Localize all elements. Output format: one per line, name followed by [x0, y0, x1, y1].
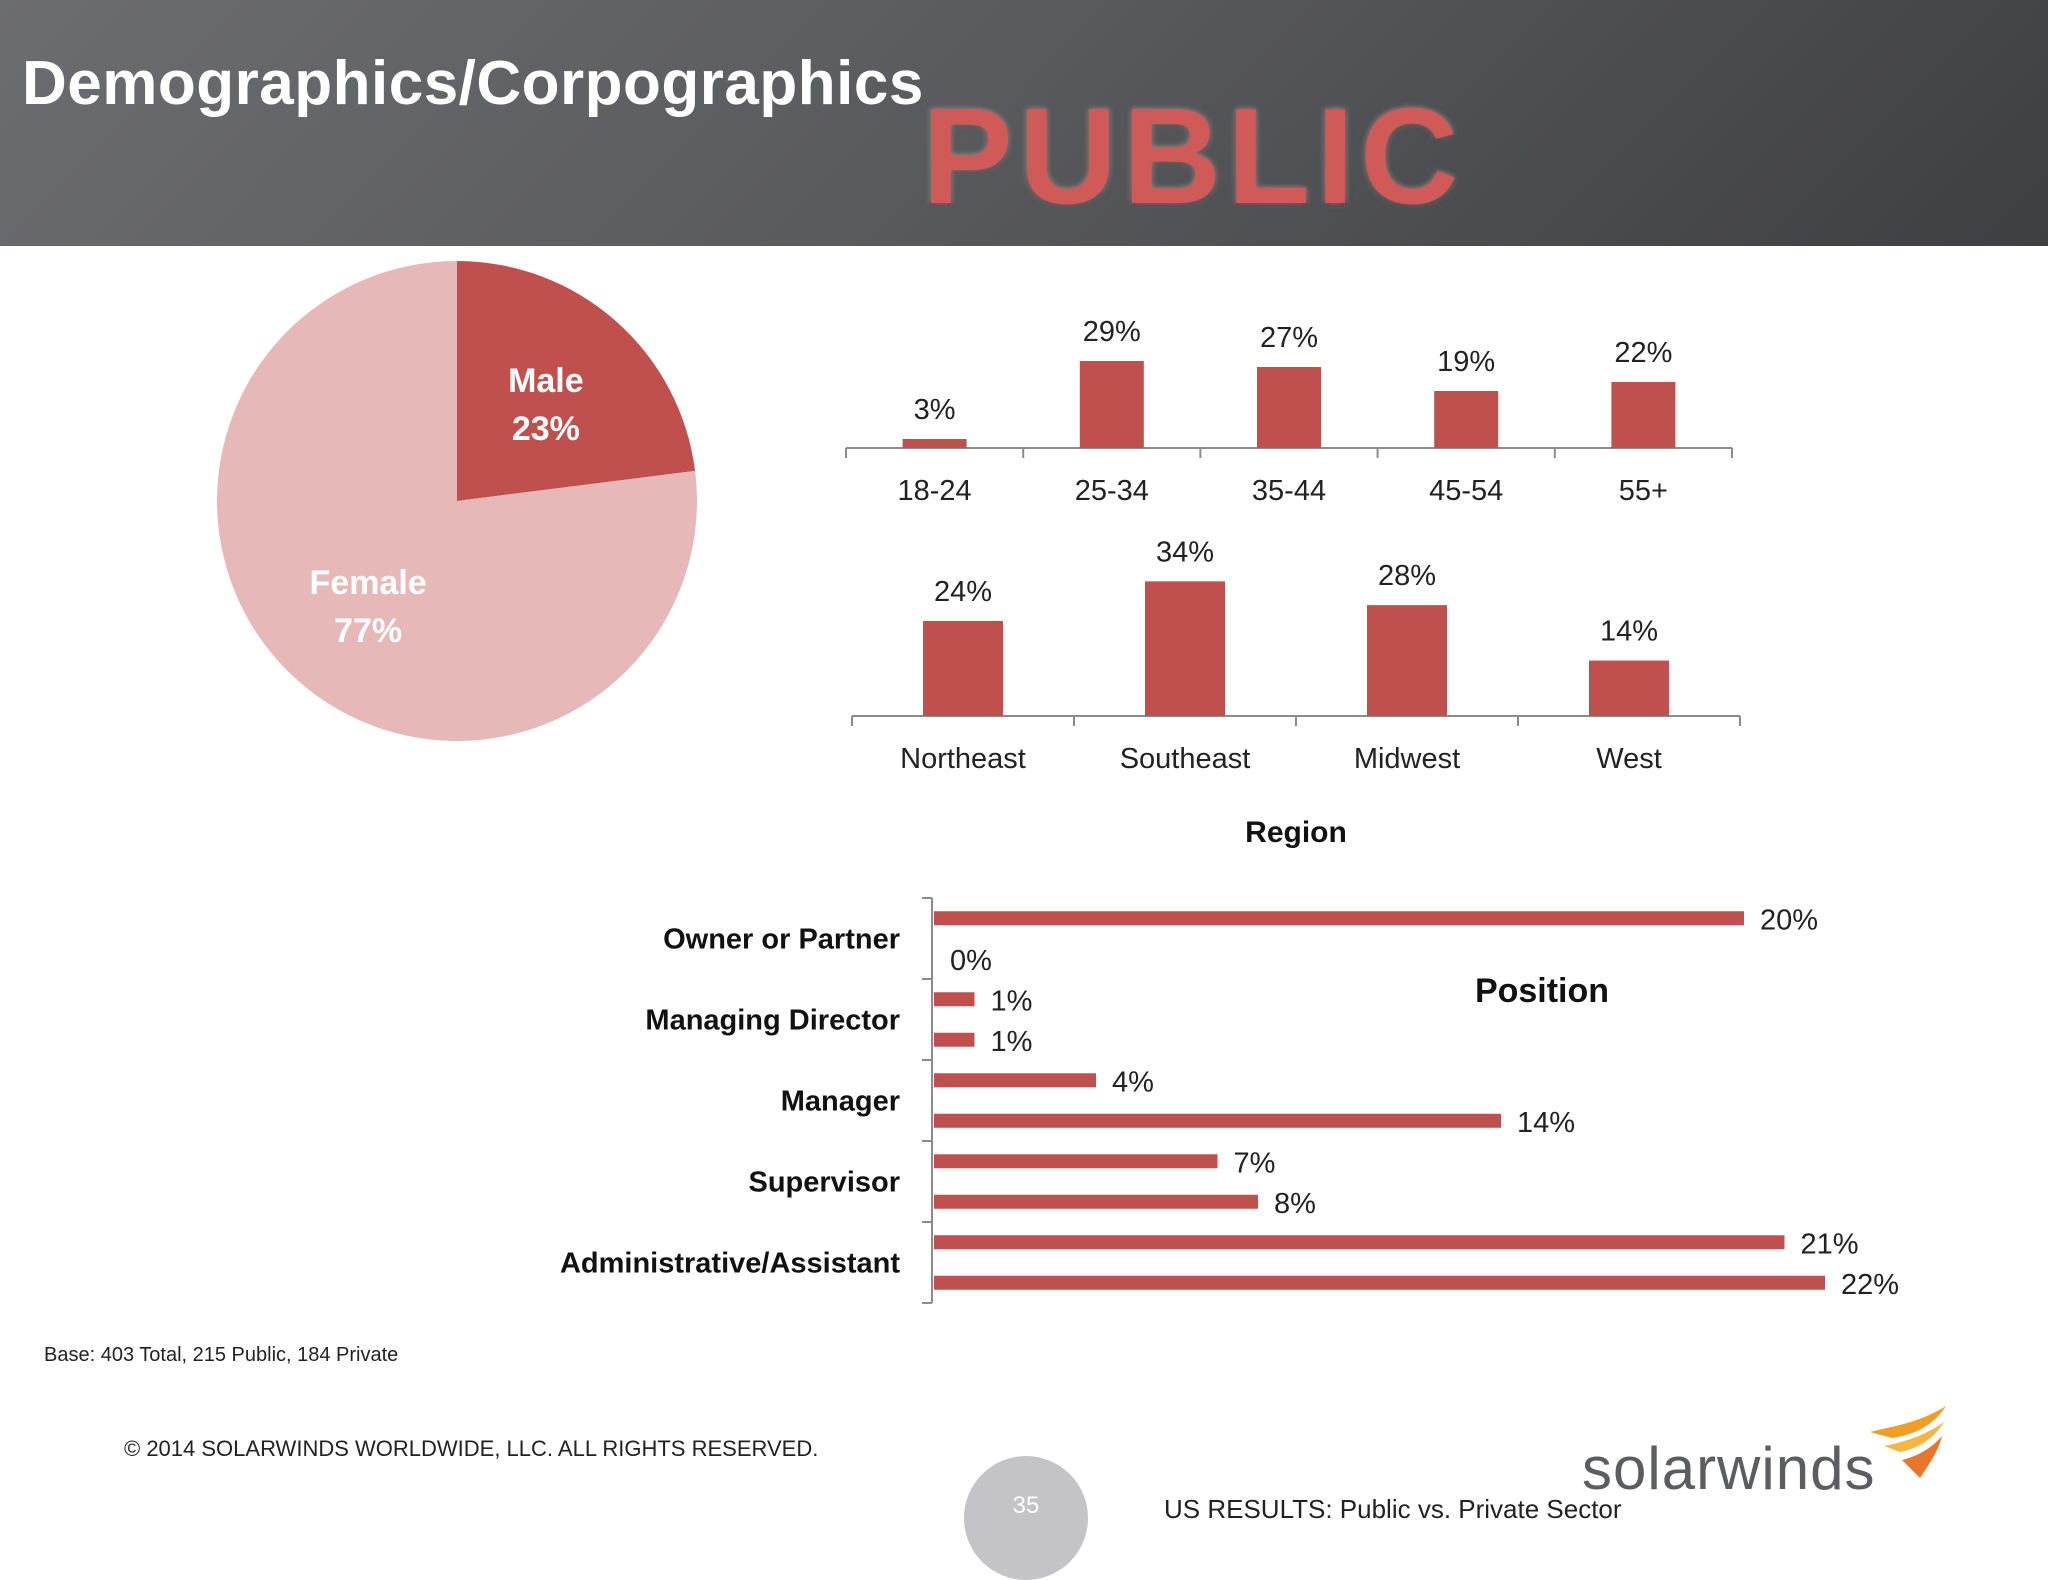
category-label: 18-24: [898, 475, 972, 507]
category-label: West: [1596, 743, 1662, 775]
bar-value-label: 19%: [1437, 346, 1495, 378]
bar: [934, 911, 1744, 926]
header-banner: Demographics/Corpographics PUBLIC SECTOR: [0, 0, 2048, 246]
gender-pie-chart: Male 23% Female 77%: [216, 261, 697, 741]
category-label: Managing Director: [645, 1005, 900, 1037]
bar-value-label: 0%: [950, 945, 992, 977]
bar: [1611, 382, 1676, 448]
category-label: Manager: [781, 1086, 900, 1118]
bar: [934, 1032, 975, 1047]
flame-icon: [1870, 1406, 1946, 1478]
copyright-text: © 2014 SOLARWINDS WORLDWIDE, LLC. ALL RI…: [124, 1436, 819, 1461]
page-number: 35: [1012, 1492, 1040, 1519]
logo-wordmark: solarwinds: [1582, 1435, 1876, 1502]
bar-value-label: 24%: [934, 576, 992, 608]
bar: [934, 1194, 1258, 1209]
bar: [934, 1073, 1096, 1088]
bar-value-label: 22%: [1841, 1269, 1899, 1301]
solarwinds-logo: solarwinds: [1582, 1404, 1952, 1514]
bar: [934, 1235, 1785, 1250]
bar: [1589, 660, 1669, 716]
age-bar-chart: 3% 18-24 29% 25-34 27% 35-44 19% 45-54 22% 55+: [845, 316, 1733, 507]
sector-title: PUBLIC SECTOR: [922, 80, 1516, 246]
chart-title: Position: [1475, 972, 1609, 1010]
bar: [902, 439, 967, 448]
bar-value-label: 22%: [1614, 337, 1672, 369]
position-bar-chart: 20% 0% 1% 1% 4% 14% 7% 8% 21% 22% Owner or Partner…: [560, 897, 1899, 1304]
category-label: 55+: [1619, 475, 1668, 507]
bar-value-label: 1%: [991, 985, 1033, 1017]
bar: [934, 992, 975, 1007]
category-label: 25-34: [1075, 475, 1149, 507]
bar-value-label: 29%: [1083, 316, 1141, 348]
category-label: Owner or Partner: [663, 924, 900, 956]
bar-value-label: 27%: [1260, 322, 1318, 354]
pie-value-female: 77%: [334, 612, 402, 650]
bar-value-label: 20%: [1760, 904, 1818, 936]
bar-value-label: 14%: [1600, 616, 1658, 648]
bar: [1434, 391, 1499, 448]
bar: [934, 1275, 1825, 1290]
category-label: 45-54: [1429, 475, 1503, 507]
pie-slice-female: [216, 261, 697, 741]
category-label: Midwest: [1354, 743, 1460, 775]
bar: [1145, 581, 1225, 716]
chart-title: Region: [1245, 816, 1347, 849]
bar-value-label: 8%: [1274, 1188, 1316, 1220]
pie-label-male: Male: [508, 362, 584, 400]
bar: [934, 1113, 1501, 1128]
bar-value-label: 34%: [1156, 536, 1214, 568]
pie-slice-male: [457, 261, 696, 501]
footer-subtitle: US RESULTS: Public vs. Private Sector: [1164, 1494, 1622, 1524]
bar-value-label: 21%: [1801, 1228, 1859, 1260]
bar: [934, 1154, 1218, 1169]
category-label: Northeast: [900, 743, 1026, 775]
bar-value-label: 3%: [914, 394, 956, 426]
category-label: Southeast: [1120, 743, 1251, 775]
category-label: 35-44: [1252, 475, 1326, 507]
page-title: Demographics/Corpographics: [22, 49, 924, 118]
bar: [1367, 605, 1447, 716]
bar-value-label: 14%: [1517, 1107, 1575, 1139]
region-bar-chart: 24% Northeast 34% Southeast 28% Midwest 14% Wes…: [851, 536, 1741, 849]
bar-value-label: 4%: [1112, 1066, 1154, 1098]
bar: [1257, 367, 1321, 448]
bar-value-label: 7%: [1234, 1147, 1276, 1179]
category-label: Supervisor: [749, 1167, 901, 1199]
bar: [923, 620, 1003, 716]
bar-value-label: 1%: [991, 1026, 1033, 1058]
category-label: Administrative/Assistant: [560, 1248, 900, 1280]
bar: [1079, 361, 1144, 448]
base-note: Base: 403 Total, 215 Public, 184 Private: [44, 1344, 399, 1366]
pie-label-female: Female: [310, 564, 427, 602]
pie-value-male: 23%: [512, 410, 580, 448]
bar-value-label: 28%: [1378, 560, 1436, 592]
